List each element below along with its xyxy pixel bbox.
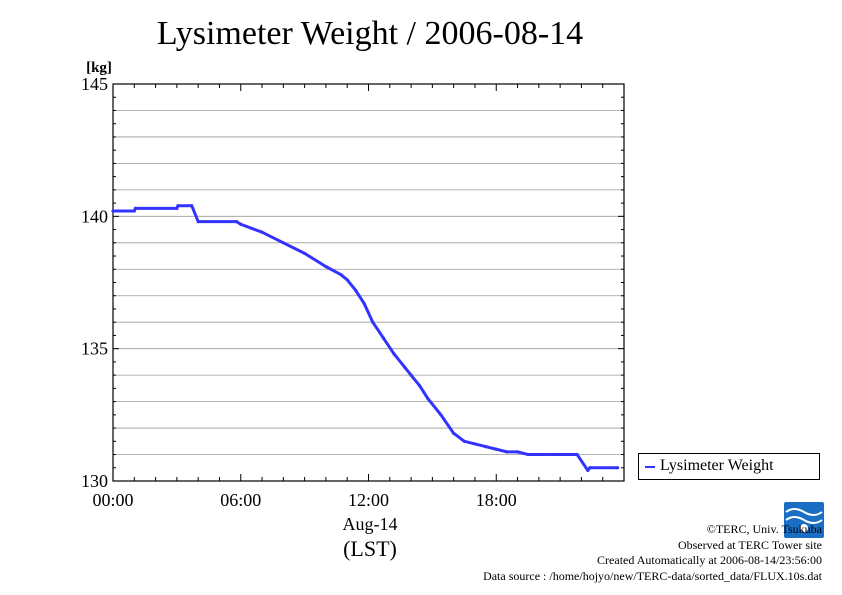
data-point xyxy=(354,288,358,293)
axis-ticks xyxy=(112,83,625,482)
legend-label: Lysimeter Weight xyxy=(660,457,774,474)
created-text: Created Automatically at 2006-08-14/23:5… xyxy=(597,553,822,568)
data-point xyxy=(588,466,592,470)
data-point xyxy=(418,384,422,388)
data-point xyxy=(303,251,307,255)
data-point xyxy=(586,468,590,473)
data-point xyxy=(381,336,386,340)
data-point xyxy=(426,397,430,401)
axis-tick-labels: 130 135 140 145[kg] 00:00 06:00 12:00 18:00 xyxy=(81,60,517,510)
data-point xyxy=(175,206,179,210)
data-point xyxy=(132,209,136,213)
x-axis-label: Aug-14 xyxy=(342,514,398,534)
series-group xyxy=(111,204,620,473)
data-point xyxy=(473,442,477,446)
series-line-lysimeter-weight xyxy=(113,204,618,472)
data-point xyxy=(371,320,375,324)
terc-logo-icon xyxy=(784,502,824,538)
data-point xyxy=(494,447,498,451)
x-axis-unit: (LST) xyxy=(343,536,397,561)
legend-line-swatch xyxy=(645,466,655,468)
y-axis-label: [kg] xyxy=(86,60,112,76)
x-tick-label: 06:00 xyxy=(220,490,261,510)
data-point xyxy=(190,204,194,208)
data-point xyxy=(484,444,488,449)
source-text: Data source : /home/hojyo/new/TERC-data/… xyxy=(483,569,822,584)
data-point xyxy=(515,450,520,454)
data-point xyxy=(362,302,366,306)
data-point xyxy=(575,452,579,457)
y-tick-label: 135 xyxy=(81,339,108,359)
plot-frame-rect xyxy=(112,83,625,482)
chart-title: Lysimeter Weight / 2006-08-14 xyxy=(156,15,584,52)
data-point xyxy=(176,204,180,208)
data-point xyxy=(392,352,396,356)
grid-lines xyxy=(113,110,624,455)
legend: Lysimeter Weight xyxy=(638,453,820,480)
data-point xyxy=(526,452,530,457)
data-point xyxy=(569,452,573,457)
data-point xyxy=(403,365,407,369)
credits-block: ©TERC, Univ. Tsukuba Observed at TERC To… xyxy=(483,522,822,585)
data-point xyxy=(324,265,328,269)
data-point xyxy=(345,278,349,282)
data-point xyxy=(505,450,509,454)
data-point xyxy=(260,230,264,234)
data-point xyxy=(439,413,443,417)
y-tick-label: 140 xyxy=(81,206,108,226)
x-tick-label: 12:00 xyxy=(348,490,389,510)
data-point xyxy=(537,452,541,457)
data-point xyxy=(234,220,239,224)
data-point xyxy=(196,220,200,224)
x-tick-label: 00:00 xyxy=(92,490,133,510)
data-point xyxy=(558,452,562,457)
data-point xyxy=(452,431,456,435)
data-point xyxy=(462,439,466,443)
data-point xyxy=(409,373,413,377)
data-point xyxy=(339,272,343,277)
x-tick-label: 18:00 xyxy=(476,490,517,510)
data-point xyxy=(133,206,137,210)
data-point xyxy=(239,222,243,226)
data-point xyxy=(111,209,115,213)
y-tick-label: 130 xyxy=(81,471,108,491)
copyright-text: ©TERC, Univ. Tsukuba xyxy=(706,522,822,536)
plot-frame xyxy=(112,83,625,482)
observed-text: Observed at TERC Tower site xyxy=(677,537,822,552)
data-point xyxy=(281,241,285,245)
data-point xyxy=(616,466,620,470)
y-tick-label: 145 xyxy=(81,74,108,94)
